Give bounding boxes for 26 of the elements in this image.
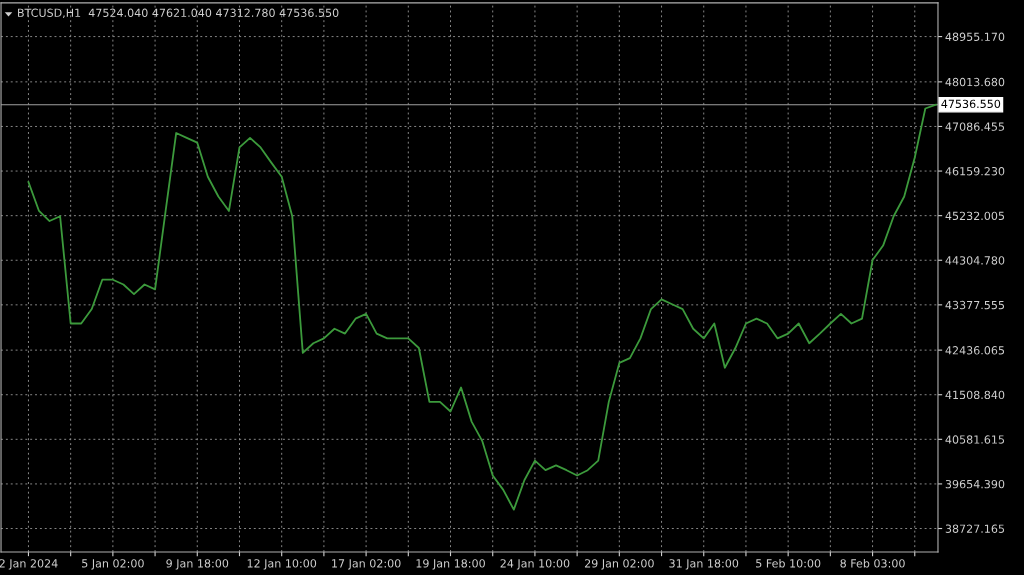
y-tick-label: 45232.005 <box>945 211 1005 221</box>
y-tick-label: 48955.170 <box>945 32 1005 41</box>
y-tick-label: 40581.615 <box>945 435 1005 444</box>
x-tick-label: 24 Jan 10:00 <box>500 559 570 570</box>
x-tick-label: 8 Feb 03:00 <box>840 558 905 568</box>
x-tick-label: 9 Jan 18:00 <box>166 559 229 570</box>
y-tick-label: 43377.555 <box>945 300 1005 310</box>
y-tick-label: 48013.680 <box>945 77 1005 87</box>
y-tick-label: 46159.230 <box>945 167 1005 176</box>
y-tick-label: 41508.840 <box>945 390 1005 400</box>
x-tick-label: 5 Jan 02:00 <box>82 559 144 570</box>
x-tick-label: 19 Jan 18:00 <box>416 559 485 570</box>
x-tick-label: 31 Jan 18:00 <box>669 559 739 570</box>
y-tick-label: 38727.165 <box>945 524 1005 533</box>
x-tick-label: 12 Jan 10:00 <box>247 559 317 570</box>
x-tick-label: 2 Jan 2024 <box>0 559 58 570</box>
line-series <box>27 103 937 511</box>
y-tick-label: 44304.780 <box>945 256 1005 265</box>
y-tick-label: 39654.390 <box>945 479 1005 489</box>
chart-title: BTCUSD,H1 47524.040 47621.040 47312.780 47536.550 <box>18 8 339 19</box>
ref-line-label: 47536.550 <box>941 99 1001 109</box>
x-tick-label: 17 Jan 02:00 <box>332 559 401 570</box>
x-tick-label: 29 Jan 02:00 <box>584 559 654 570</box>
y-tick-label: 42436.065 <box>945 346 1005 355</box>
x-tick-label: 5 Feb 10:00 <box>756 558 821 568</box>
y-tick-label: 47086.455 <box>945 122 1005 131</box>
